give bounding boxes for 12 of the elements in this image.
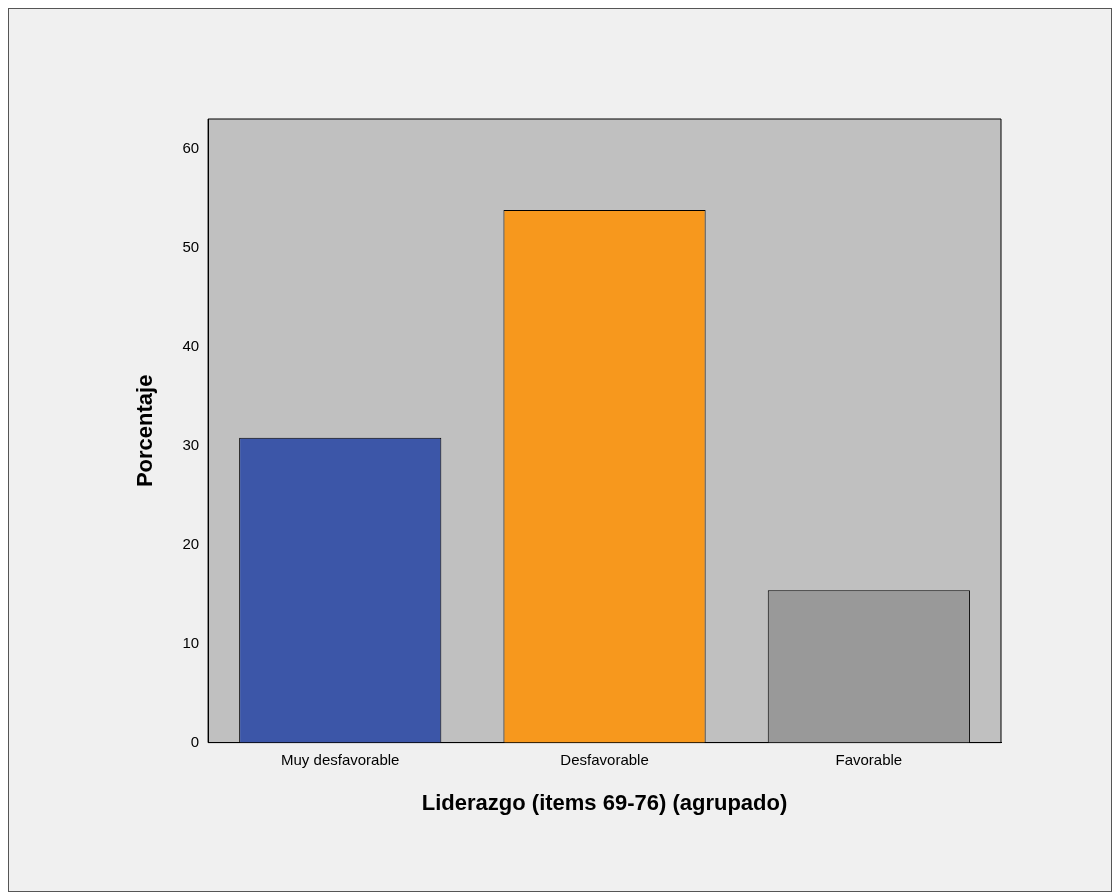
y-tick-label: 20	[182, 534, 200, 552]
x-tick-label: Muy desfavorable	[281, 750, 400, 768]
x-axis-title: Liderazgo (items 69-76) (agrupado)	[421, 789, 788, 815]
y-tick-label: 50	[182, 237, 200, 255]
y-tick-label: 30	[182, 435, 200, 453]
y-tick-label: 40	[182, 336, 200, 354]
x-tick-label: Favorable	[835, 750, 903, 768]
x-tick-label: Desfavorable	[560, 750, 649, 768]
y-tick-label: 10	[182, 633, 200, 651]
y-tick-label: 60	[182, 138, 200, 156]
y-axis-title: Porcentaje	[132, 374, 158, 488]
y-tick-label: 0	[190, 732, 200, 750]
